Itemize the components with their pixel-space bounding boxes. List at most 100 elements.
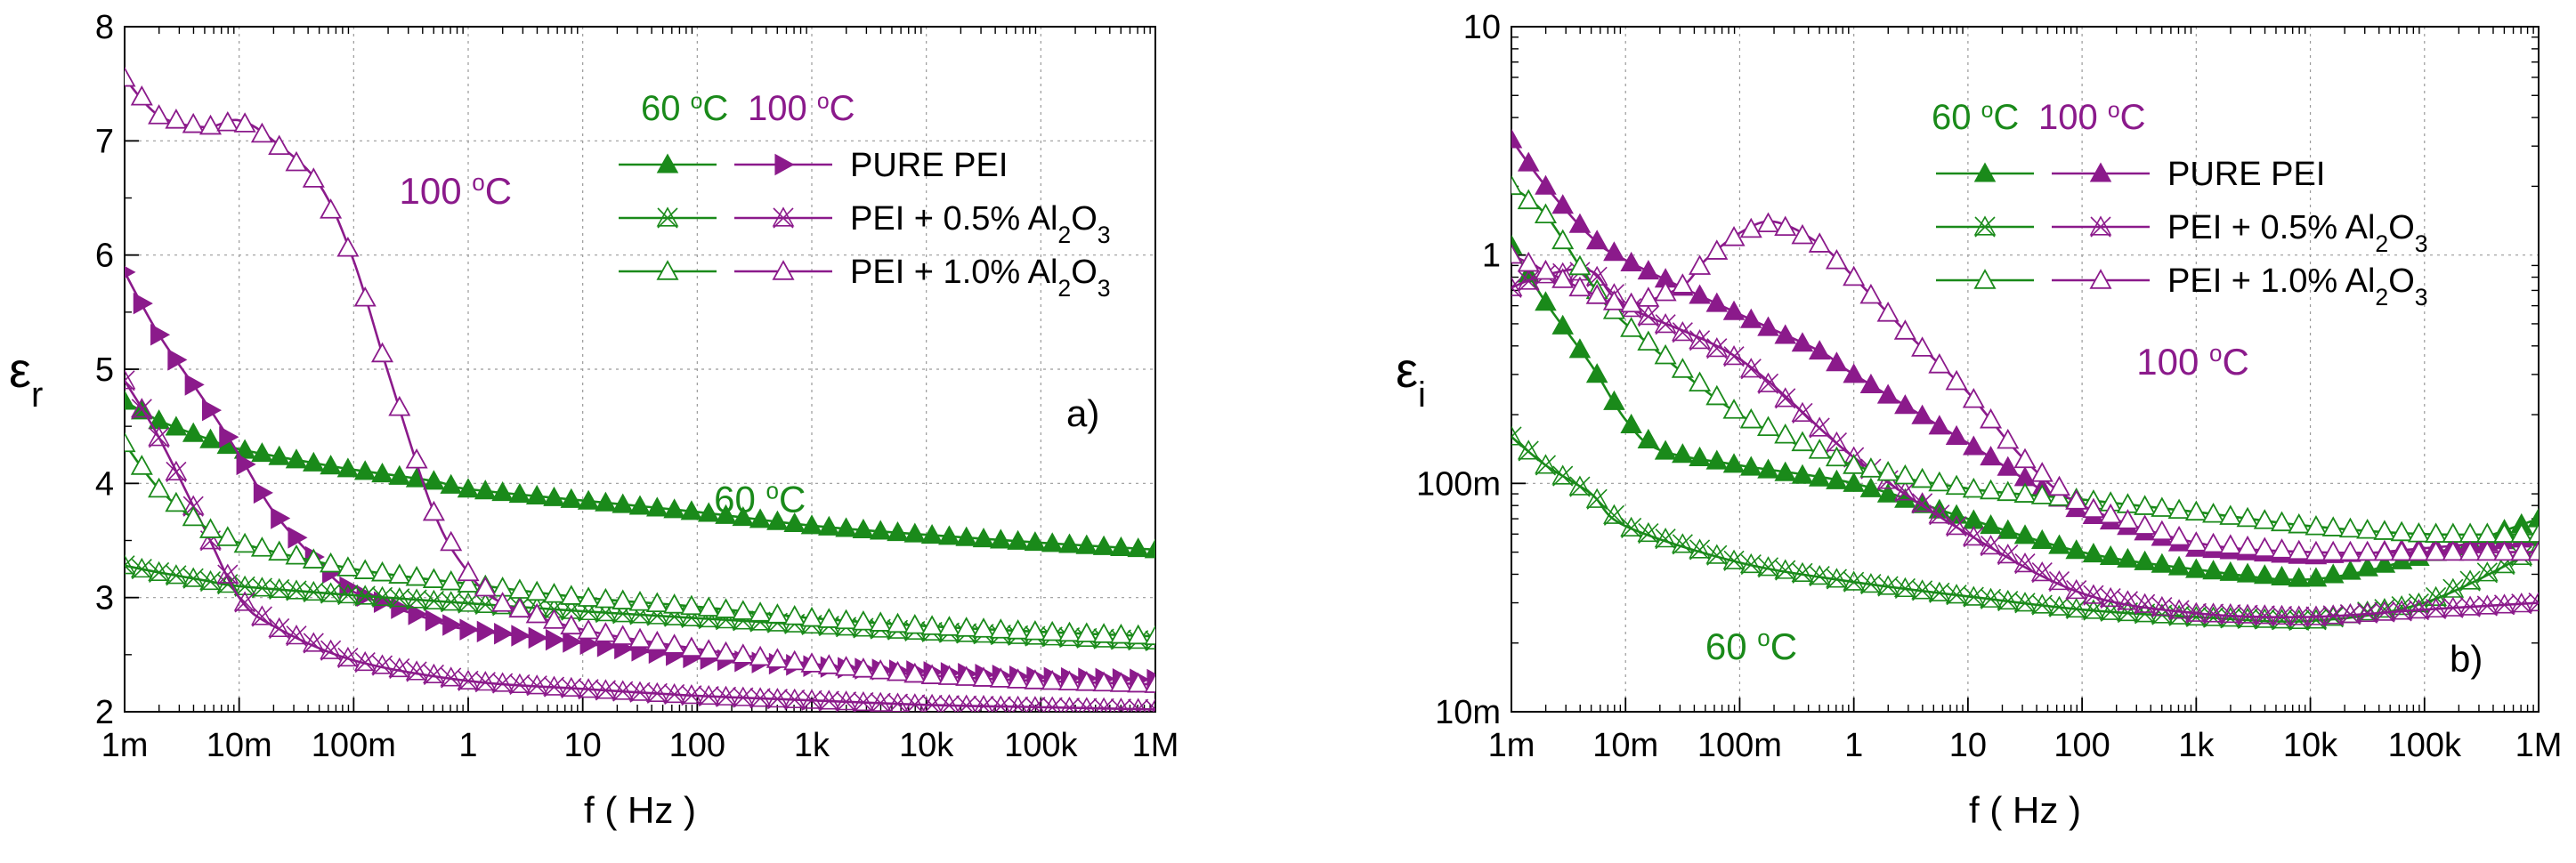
data-point [1109, 623, 1132, 644]
data-point [303, 451, 325, 472]
data-point [1568, 276, 1592, 297]
data-point [233, 112, 256, 133]
data-point [2356, 556, 2378, 577]
data-point [645, 630, 668, 651]
data-point [491, 592, 514, 612]
data-point [2459, 522, 2482, 543]
data-point [2236, 506, 2259, 528]
data-point [198, 518, 223, 538]
x-tick-label: 100m [312, 727, 396, 764]
data-point [320, 198, 343, 219]
data-point [457, 572, 480, 593]
data-point [150, 323, 171, 346]
data-point [800, 606, 823, 627]
x-tick-label: 1m [101, 727, 149, 764]
data-point [2475, 561, 2499, 584]
data-point [182, 422, 205, 442]
data-point [1791, 561, 1814, 584]
data-point [2013, 482, 2037, 503]
data-point [1517, 251, 1540, 272]
data-point [1585, 488, 1608, 510]
data-point [783, 512, 806, 533]
data-point [268, 134, 291, 156]
data-point [903, 613, 927, 634]
data-point [236, 453, 256, 476]
data-point [148, 104, 171, 125]
data-point [1826, 351, 1848, 372]
data-point [1911, 579, 1933, 601]
data-point [2030, 484, 2054, 504]
data-point [165, 109, 188, 129]
data-point [1876, 302, 1900, 322]
y-tick-label: 1 [1482, 238, 1501, 275]
data-point [336, 236, 360, 257]
data-point [1705, 449, 1729, 470]
data-point [2134, 514, 2157, 535]
data-point [2236, 603, 2259, 625]
data-point [2065, 578, 2088, 601]
data-point [125, 66, 136, 87]
data-point [1585, 230, 1608, 250]
data-point [938, 694, 960, 712]
annotation-0: 100 oC [2136, 340, 2249, 383]
data-point [388, 587, 411, 609]
data-point [1093, 697, 1114, 712]
data-point [353, 460, 377, 480]
data-point [1671, 358, 1694, 378]
data-point [1808, 564, 1831, 587]
data-point [1980, 446, 2002, 466]
data-point [1511, 128, 1523, 149]
data-point [1637, 428, 1660, 448]
data-point [749, 645, 772, 666]
data-point [422, 500, 445, 521]
data-point [663, 633, 686, 654]
data-point [1980, 587, 2002, 609]
data-point [1024, 669, 1047, 690]
data-point [1024, 619, 1047, 641]
data-point [1894, 577, 1916, 600]
data-point [1603, 241, 1625, 262]
data-point [1041, 696, 1063, 712]
data-point [1671, 273, 1694, 294]
data-point [525, 484, 548, 504]
data-point [2167, 599, 2191, 621]
data-point [2184, 500, 2207, 521]
data-point [2116, 509, 2139, 529]
data-point [663, 498, 685, 519]
data-point [525, 674, 548, 697]
x-axis-label: f ( Hz ) [584, 789, 696, 831]
legend-entry-0: PURE PEI [619, 147, 1008, 184]
data-point [2099, 544, 2122, 566]
x-tick-label: 1M [1132, 727, 1179, 764]
data-point [253, 481, 273, 504]
data-point [990, 528, 1012, 549]
x-tick-label: 10 [564, 727, 602, 764]
x-tick-label: 100 [2054, 727, 2110, 764]
data-point [125, 390, 136, 410]
data-point [2048, 595, 2070, 617]
data-point [835, 656, 858, 676]
data-point [370, 561, 394, 582]
series-line-0 [125, 399, 1155, 552]
data-point [440, 591, 463, 613]
y-tick-label: 7 [95, 123, 114, 160]
data-point [1144, 673, 1155, 693]
y-tick-label: 6 [95, 238, 114, 275]
data-point [1007, 668, 1030, 689]
data-point [1535, 174, 1557, 195]
y-tick-label: 10 [1463, 9, 1501, 46]
data-point [1689, 284, 1711, 304]
data-point [2459, 540, 2482, 561]
data-point [920, 615, 944, 635]
legend-marker-purple [772, 260, 795, 280]
data-point [2134, 495, 2157, 515]
series-group [125, 66, 1155, 712]
data-point [2270, 538, 2294, 559]
data-point [628, 495, 652, 515]
data-point [1757, 458, 1779, 479]
data-point [2288, 512, 2311, 534]
data-point [783, 649, 806, 671]
data-point [423, 589, 445, 611]
data-point [1671, 533, 1694, 555]
data-point [766, 510, 789, 530]
